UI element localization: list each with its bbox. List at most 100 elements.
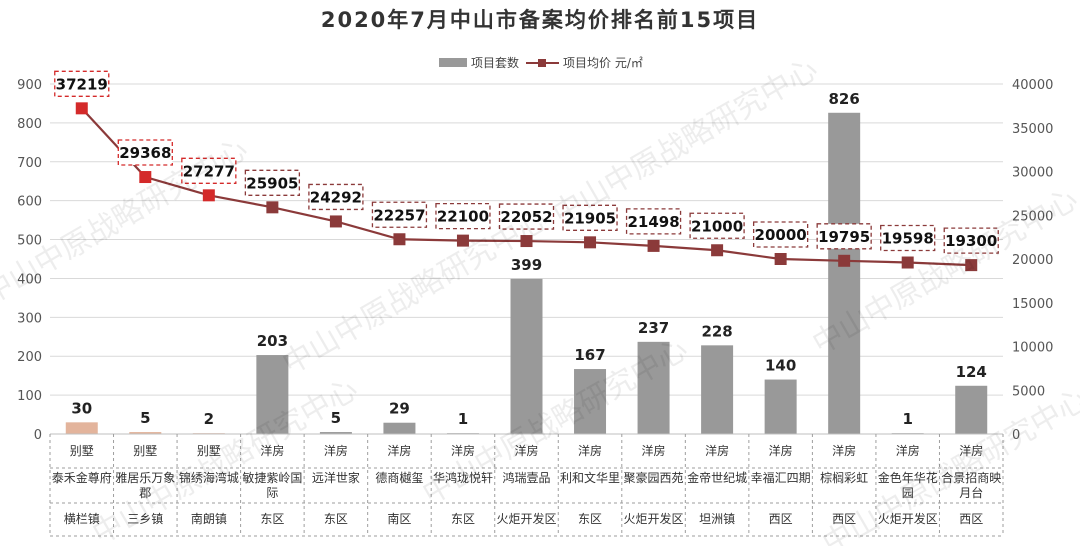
bar-value-label: 1: [902, 410, 912, 428]
category-type: 洋房: [959, 443, 983, 458]
bar-value-label: 167: [574, 346, 605, 364]
left-tick-label: 300: [17, 311, 42, 326]
price-label-box: [54, 70, 110, 97]
category-name-line: 华鸿珑悦轩: [433, 471, 493, 485]
category-name-line: 幸福汇四期: [751, 470, 811, 485]
bar-value-label: 124: [956, 363, 987, 381]
price-label: 19598: [882, 230, 934, 248]
category-type: 洋房: [324, 443, 348, 458]
price-label: 19795: [818, 228, 870, 246]
price-marker-13: [838, 254, 851, 267]
category-district: 东区: [578, 512, 602, 526]
category-name-line: 雅居乐万象: [115, 470, 175, 485]
bar-13: [828, 112, 861, 435]
bar-value-label: 1: [458, 410, 468, 428]
legend-bar-swatch: [439, 58, 467, 67]
category-district: 南朗镇: [191, 511, 227, 526]
price-label-box: [181, 157, 237, 184]
category-district: 东区: [451, 512, 475, 526]
category-name-line: 锦绣海湾城: [179, 470, 239, 485]
category-district: 火炬开发区: [878, 511, 938, 526]
bar-1: [65, 422, 98, 434]
category-type: 洋房: [705, 443, 729, 458]
price-label-box: [498, 203, 555, 230]
bar-value-label: 30: [71, 399, 92, 417]
category-district: 火炬开发区: [624, 511, 684, 526]
category-name-line: 鸿瑞壹品: [502, 471, 550, 485]
bar-value-label: 140: [765, 357, 796, 375]
left-tick-label: 200: [17, 350, 42, 365]
bar-value-label: 237: [638, 319, 669, 337]
category-district: 西区: [959, 512, 983, 526]
bar-2: [129, 432, 162, 434]
price-label-box: [943, 227, 999, 254]
category-name: 幸福汇四期: [751, 470, 811, 485]
price-marker-1: [75, 102, 88, 115]
category-type: 洋房: [387, 443, 411, 458]
price-label-box: [371, 201, 428, 228]
price-marker-5: [329, 215, 342, 228]
price-label: 21905: [564, 209, 616, 227]
price-label: 37219: [56, 75, 108, 93]
price-label: 22100: [437, 208, 489, 226]
category-type: 洋房: [769, 443, 793, 458]
price-label-box: [117, 139, 173, 166]
bar-value-label: 826: [829, 90, 860, 108]
category-district: 东区: [324, 512, 348, 526]
category-type: 洋房: [896, 443, 920, 458]
category-type: 洋房: [514, 443, 538, 458]
bar-value-label: 399: [511, 256, 542, 274]
price-label-box: [816, 223, 872, 250]
category-district: 西区: [832, 512, 856, 526]
category-type: 洋房: [642, 443, 666, 458]
price-label-box: [244, 169, 301, 196]
category-name: 合景招商映月台: [941, 470, 1001, 500]
category-type: 洋房: [578, 443, 602, 458]
price-marker-8: [520, 235, 533, 248]
bar-12: [764, 379, 797, 434]
legend: 项目套数 项目均价 元/㎡: [439, 55, 643, 70]
category-name: 聚豪园西苑: [624, 470, 684, 485]
price-label: 19300: [945, 232, 997, 250]
price-label-box: [625, 208, 682, 235]
category-name-line: 金帝世纪城: [687, 470, 747, 485]
price-line-series: [75, 102, 978, 272]
category-name-line: 棕榈彩虹: [820, 470, 868, 485]
right-tick-label: 15000: [1012, 297, 1053, 312]
category-name-line: 敏捷紫岭国: [242, 470, 302, 485]
bar-4: [256, 355, 289, 434]
category-name-line: 合景招商映: [941, 470, 1001, 485]
price-label: 24292: [310, 188, 362, 206]
right-tick-label: 35000: [1012, 122, 1053, 137]
watermark-text: 中山中原战略研究中心: [547, 52, 824, 232]
category-name-line: 聚豪园西苑: [624, 470, 684, 485]
price-label-box: [689, 212, 745, 239]
price-marker-12: [774, 253, 787, 265]
price-label: 21000: [691, 217, 743, 235]
category-name-line: 际: [266, 486, 278, 500]
category-name-line: 远洋世家: [312, 470, 360, 485]
price-label: 25905: [246, 174, 298, 192]
category-name: 泰禾金尊府: [52, 470, 112, 485]
right-tick-label: 25000: [1012, 209, 1053, 224]
legend-bar-label: 项目套数: [471, 55, 519, 70]
category-name: 德商樾玺: [375, 470, 423, 485]
price-label-box: [562, 204, 618, 231]
price-label-box: [435, 202, 491, 230]
bar-8: [510, 278, 543, 434]
right-axis: 0 5000 10000 15000 20000 25000 30000 35000 40000: [1012, 78, 1053, 443]
category-type: 洋房: [451, 443, 475, 458]
bar-value-label: 2: [204, 410, 214, 428]
price-label: 22257: [373, 206, 425, 224]
category-district: 坦洲镇: [699, 512, 735, 526]
price-label: 22052: [500, 208, 552, 226]
category-district: 西区: [769, 512, 793, 526]
price-marker-2: [139, 171, 152, 184]
right-tick-label: 20000: [1012, 253, 1053, 268]
legend-line-label: 项目均价 元/㎡: [563, 56, 643, 70]
price-marker-14: [901, 256, 914, 269]
category-name: 棕榈彩虹: [820, 470, 868, 485]
category-district: 东区: [260, 512, 284, 526]
